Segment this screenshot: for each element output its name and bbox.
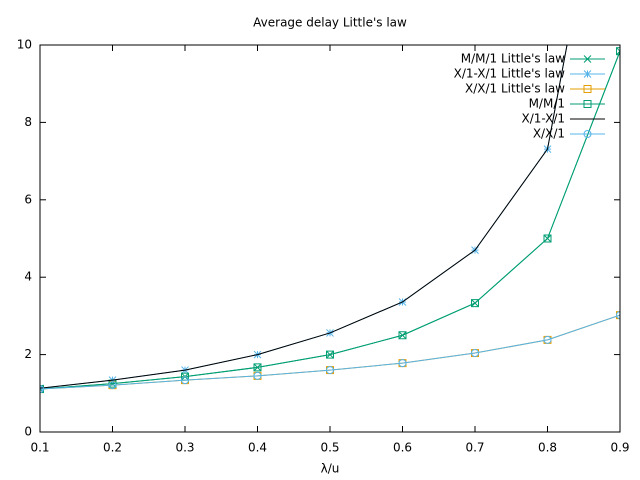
x-tick-label: 0.9 xyxy=(610,441,629,455)
y-tick-label: 4 xyxy=(24,270,32,284)
point xyxy=(108,381,117,390)
point xyxy=(40,385,44,394)
point xyxy=(543,234,552,243)
series-line xyxy=(40,51,620,390)
legend-label: X/X/1 xyxy=(533,127,565,141)
point xyxy=(253,363,262,372)
point xyxy=(398,359,407,368)
x-tick-label: 0.2 xyxy=(103,441,122,455)
legend-label: X/X/1 Little's law xyxy=(465,82,565,96)
x-tick-label: 0.6 xyxy=(393,441,412,455)
series-line xyxy=(40,45,568,389)
y-tick-label: 10 xyxy=(17,38,32,52)
x-tick-label: 0.3 xyxy=(175,441,194,455)
point xyxy=(326,366,334,375)
x-axis-label: λ/u xyxy=(321,462,340,476)
legend-marker xyxy=(583,130,592,138)
point xyxy=(616,311,620,320)
chart-title: Average delay Little's law xyxy=(253,16,407,30)
y-tick-label: 0 xyxy=(24,425,32,439)
legend-label: M/M/1 xyxy=(529,97,565,111)
legend-marker xyxy=(583,100,592,108)
legend-marker xyxy=(583,55,592,63)
legend-label: M/M/1 Little's law xyxy=(461,52,565,66)
legend-label: X/1-X/1 xyxy=(521,112,565,126)
point xyxy=(616,47,620,56)
series-line xyxy=(40,314,620,390)
legend-marker xyxy=(583,70,592,78)
point xyxy=(543,335,552,344)
x-tick-label: 0.4 xyxy=(248,441,267,455)
y-tick-label: 6 xyxy=(24,192,32,206)
y-tick-label: 2 xyxy=(24,347,32,361)
y-tick-label: 8 xyxy=(24,115,32,129)
x-tick-label: 0.1 xyxy=(30,441,49,455)
x-tick-label: 0.5 xyxy=(320,441,339,455)
point xyxy=(181,376,189,385)
point xyxy=(471,349,479,358)
legend-label: X/1-X/1 Little's law xyxy=(454,67,566,81)
legend-marker xyxy=(583,85,592,93)
point xyxy=(398,331,407,340)
point xyxy=(471,299,479,308)
x-tick-label: 0.8 xyxy=(538,441,557,455)
plot-area xyxy=(40,45,620,394)
point xyxy=(326,350,334,359)
x-tick-label: 0.7 xyxy=(465,441,484,455)
point xyxy=(253,371,262,380)
point xyxy=(616,47,620,56)
